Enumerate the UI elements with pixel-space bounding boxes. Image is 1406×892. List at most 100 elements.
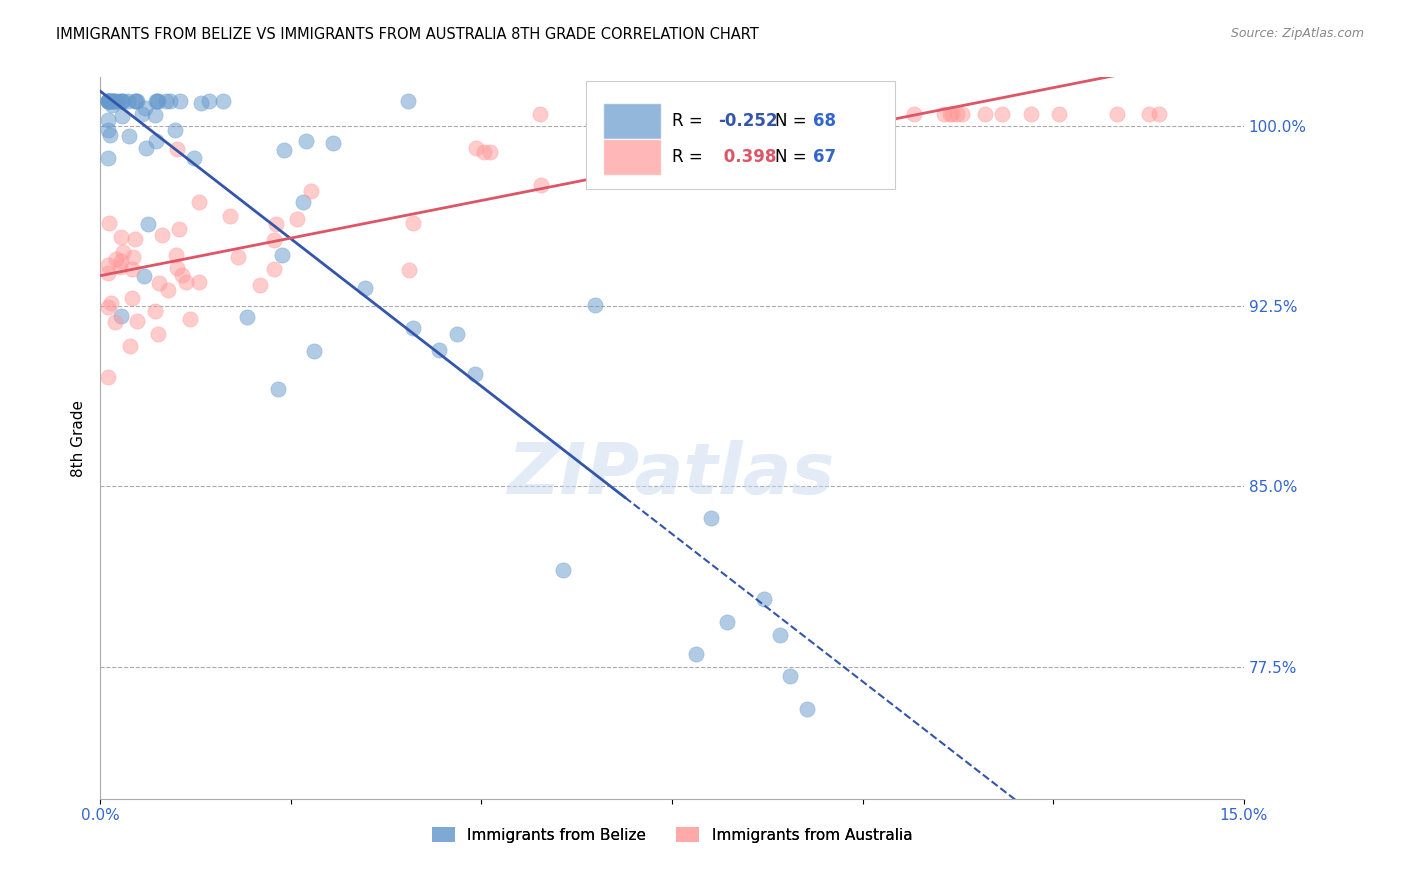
FancyBboxPatch shape: [586, 81, 896, 189]
Point: [974, 106, 997, 120]
Point: [111, 109, 134, 123]
Point: [249, 277, 271, 292]
Point: [97, 95, 120, 109]
Point: [299, 184, 322, 198]
Point: [188, 276, 211, 290]
Point: [159, 95, 181, 109]
Point: [146, 95, 169, 109]
Point: [582, 117, 605, 131]
Point: [396, 95, 419, 109]
Point: [98, 217, 121, 231]
Point: [716, 615, 738, 630]
Point: [616, 106, 638, 120]
Point: [165, 123, 187, 137]
Point: [666, 106, 689, 120]
Point: [101, 95, 124, 109]
Point: [1107, 106, 1129, 120]
Point: [146, 327, 169, 342]
Point: [398, 262, 420, 277]
Point: [169, 95, 191, 109]
Point: [97, 95, 120, 109]
Point: [104, 95, 127, 109]
Point: [1147, 106, 1170, 120]
Point: [796, 702, 818, 716]
Point: [172, 268, 194, 283]
Point: [134, 101, 156, 115]
Point: [117, 95, 139, 109]
Text: ZIPatlas: ZIPatlas: [508, 440, 835, 508]
Point: [179, 312, 201, 326]
Point: [593, 106, 616, 120]
Point: [870, 106, 893, 120]
Point: [183, 151, 205, 165]
Point: [529, 106, 551, 120]
Point: [97, 258, 120, 272]
Point: [134, 268, 156, 283]
FancyBboxPatch shape: [603, 103, 661, 139]
Point: [1047, 106, 1070, 120]
Point: [111, 95, 134, 109]
Point: [427, 343, 450, 357]
Point: [530, 178, 553, 192]
Point: [270, 248, 292, 262]
Text: 68: 68: [813, 112, 835, 129]
Text: R =: R =: [672, 112, 703, 129]
Point: [263, 262, 285, 277]
Point: [446, 327, 468, 342]
Point: [111, 244, 134, 259]
Point: [148, 277, 170, 291]
Point: [124, 232, 146, 246]
Point: [107, 95, 129, 109]
Point: [779, 669, 801, 683]
Point: [263, 233, 285, 247]
Point: [97, 95, 120, 109]
Point: [187, 194, 209, 209]
Point: [294, 134, 316, 148]
Point: [97, 300, 120, 314]
Point: [464, 141, 486, 155]
Point: [853, 106, 876, 120]
Point: [97, 122, 120, 136]
Point: [150, 228, 173, 243]
Text: Source: ZipAtlas.com: Source: ZipAtlas.com: [1230, 27, 1364, 40]
Point: [97, 95, 120, 109]
Point: [769, 628, 792, 642]
Point: [100, 296, 122, 310]
Point: [402, 321, 425, 335]
Text: -0.252: -0.252: [717, 112, 778, 129]
Point: [121, 291, 143, 305]
Point: [464, 367, 486, 381]
Point: [472, 145, 495, 160]
Point: [110, 309, 132, 323]
Point: [353, 281, 375, 295]
Point: [104, 252, 127, 266]
Point: [124, 95, 146, 109]
Point: [155, 95, 177, 109]
Point: [939, 106, 962, 120]
Point: [104, 315, 127, 329]
Point: [110, 254, 132, 268]
Point: [98, 95, 121, 109]
Point: [122, 250, 145, 264]
Point: [127, 314, 149, 328]
Point: [479, 145, 502, 160]
Point: [165, 247, 187, 261]
Point: [131, 107, 153, 121]
Point: [121, 261, 143, 276]
Point: [903, 106, 925, 120]
Point: [273, 143, 295, 157]
Text: 0.398: 0.398: [717, 148, 776, 166]
Point: [402, 217, 425, 231]
Point: [932, 106, 955, 120]
Point: [118, 339, 141, 353]
Point: [100, 98, 122, 112]
Point: [97, 266, 120, 280]
Point: [110, 95, 132, 109]
Point: [700, 511, 723, 525]
Point: [108, 260, 131, 274]
Point: [1019, 106, 1042, 120]
Point: [1137, 106, 1160, 120]
Point: [127, 95, 149, 109]
Point: [166, 142, 188, 156]
Point: [211, 95, 233, 109]
